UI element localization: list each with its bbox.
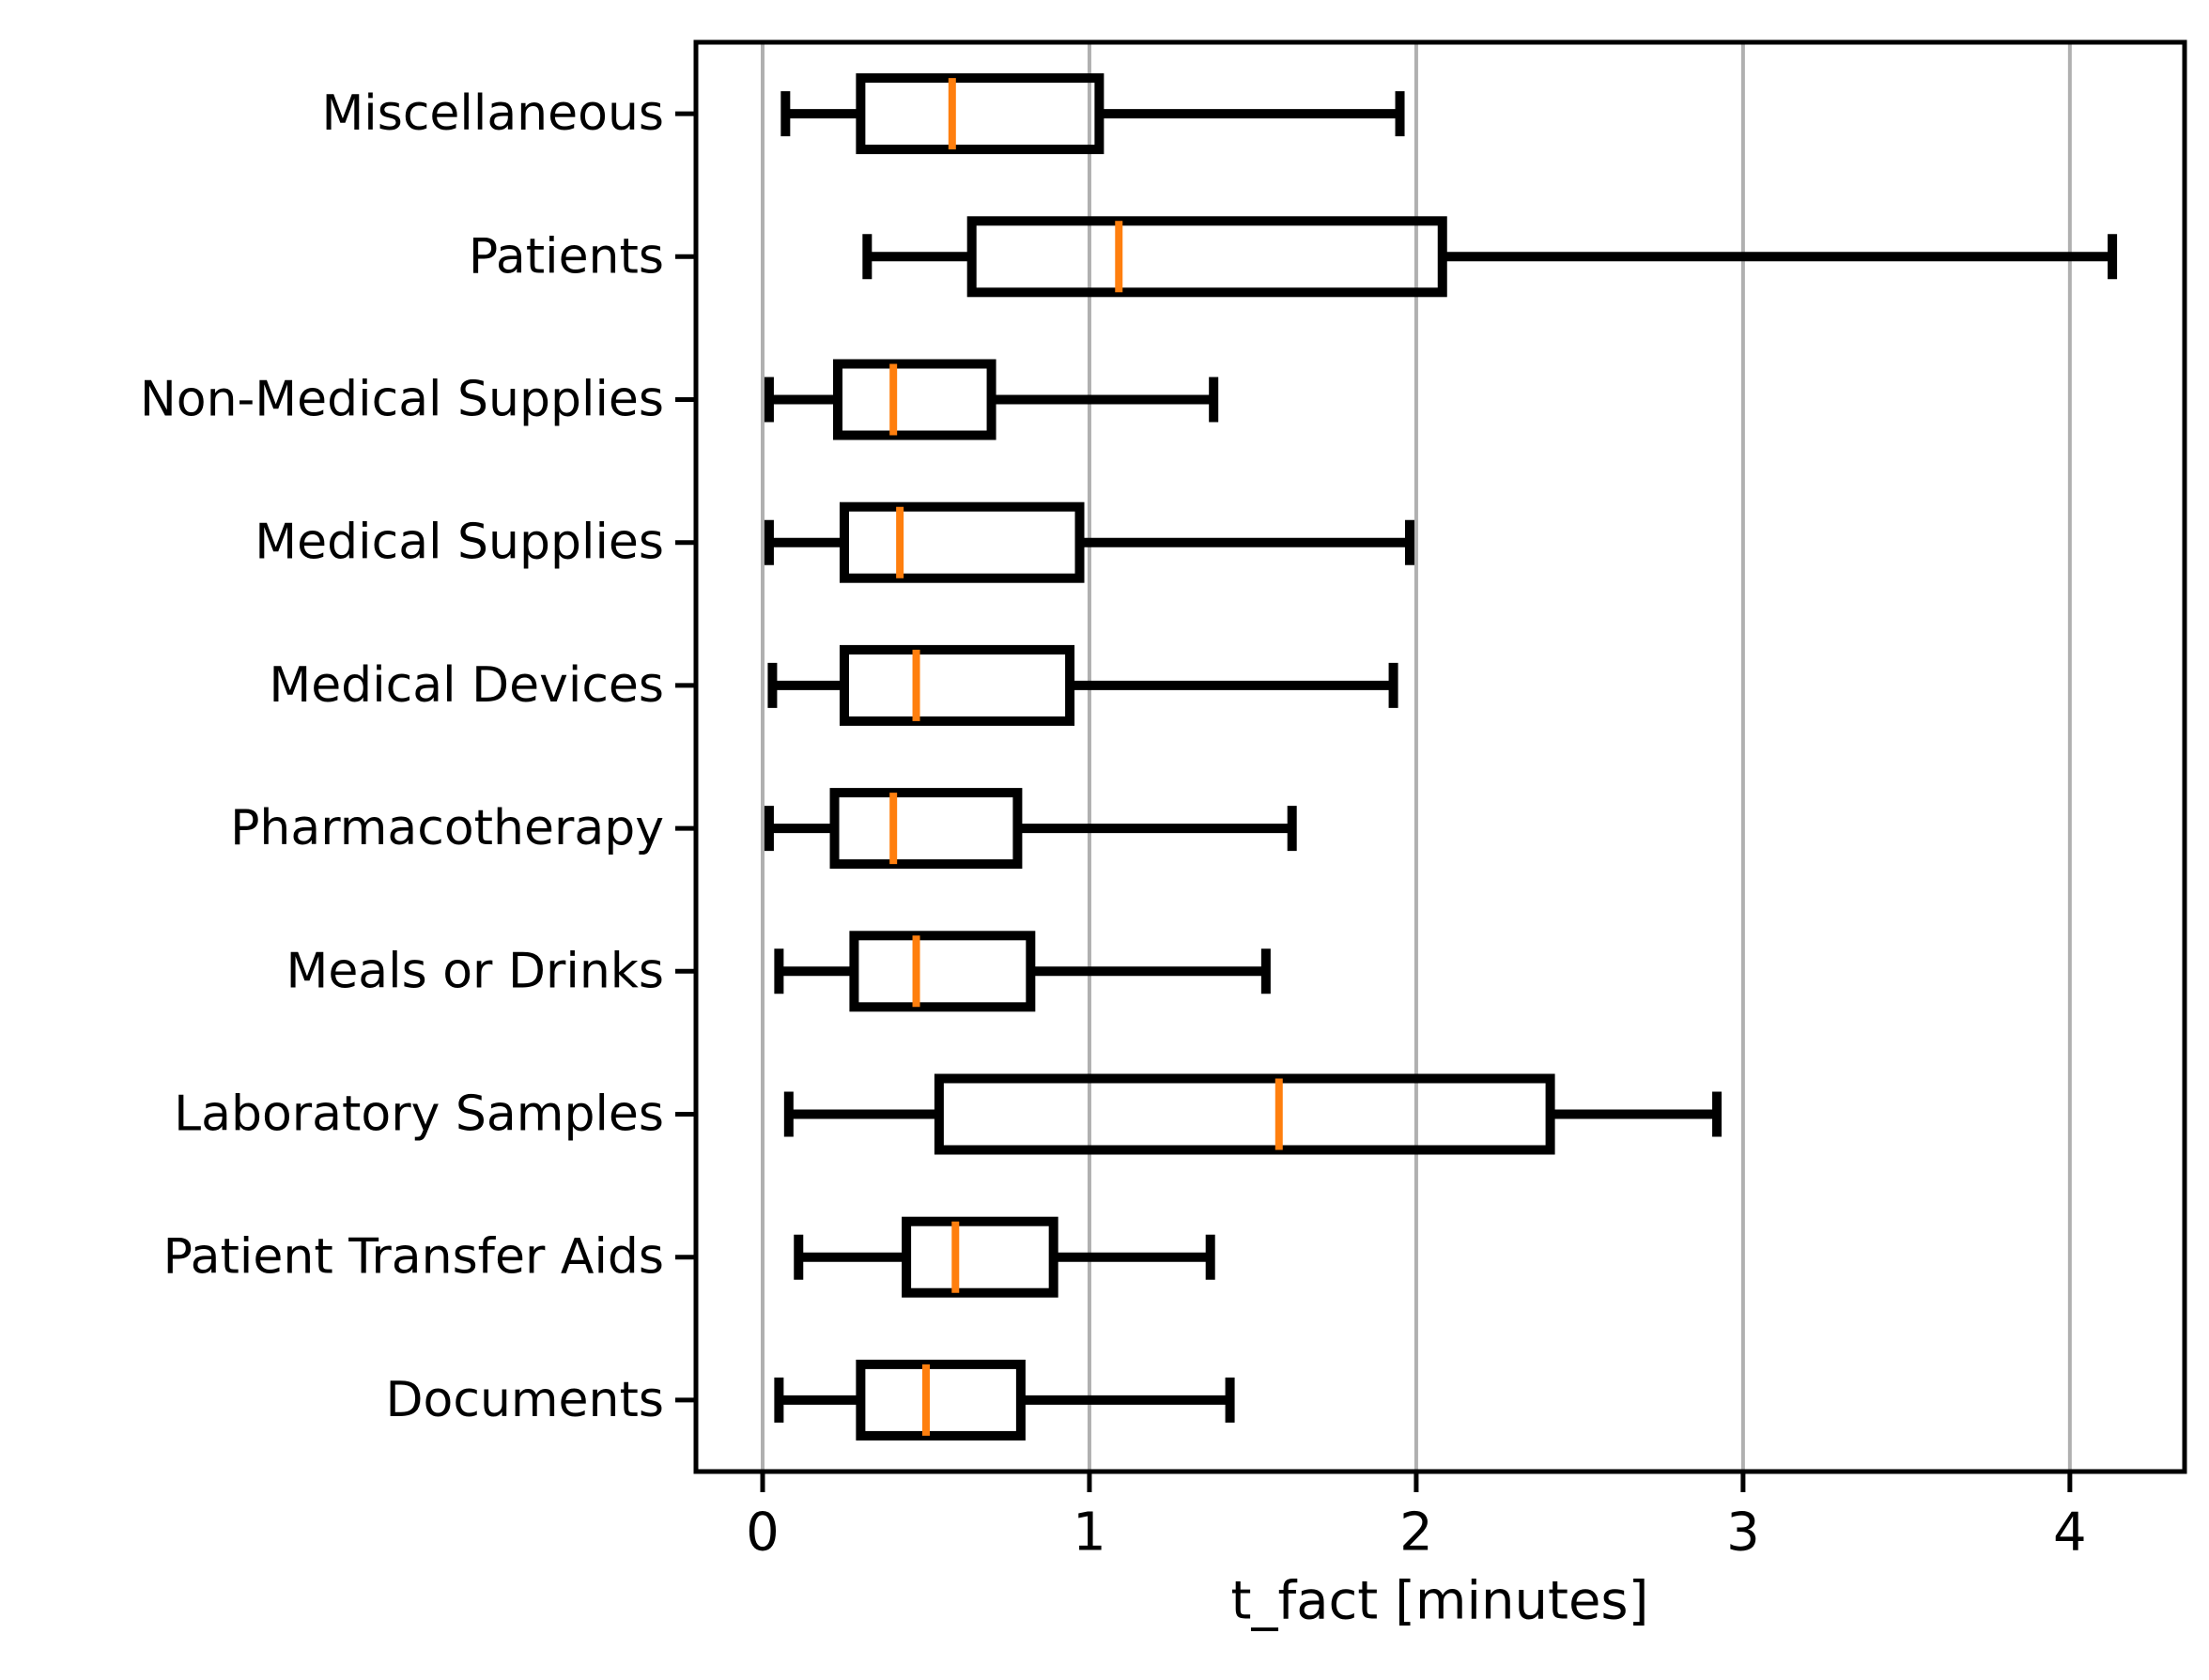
category-label: Pharmacotherapy: [230, 800, 664, 856]
iqr-box: [829, 788, 1023, 870]
box-layer: [764, 73, 2118, 1441]
iqr-box: [839, 501, 1085, 583]
iqr-box: [856, 73, 1104, 155]
category-label: Patient Transfer Aids: [163, 1229, 664, 1286]
axis-layer: Miscellaneous Patients Non-Medical Supplie…: [140, 39, 2187, 1564]
axes-frame: [693, 39, 2187, 1474]
category-label: Laboratory Samples: [174, 1087, 664, 1143]
box-row: [780, 73, 1405, 155]
x-tick-label: 4: [2053, 1503, 2087, 1564]
category-label: Patients: [469, 228, 664, 285]
box-row: [774, 931, 1271, 1012]
category-label: Miscellaneous: [321, 85, 664, 142]
grid-layer: [760, 42, 2072, 1472]
iqr-box: [833, 359, 996, 440]
category-label: Meals or Drinks: [286, 943, 664, 999]
x-axis-title: t_fact [minutes]: [1231, 1571, 1649, 1632]
category-label: Medical Supplies: [255, 515, 664, 571]
x-tick-label: 0: [746, 1503, 780, 1564]
iqr-box: [839, 644, 1075, 726]
x-tick-label: 3: [1726, 1503, 1760, 1564]
x-tick-label: 1: [1073, 1503, 1106, 1564]
box-row: [783, 1073, 1722, 1155]
iqr-box: [934, 1073, 1555, 1155]
box-row: [767, 644, 1398, 726]
category-label: Non-Medical Supplies: [140, 372, 664, 428]
box-row: [862, 216, 2118, 298]
box-row: [764, 788, 1297, 870]
iqr-box: [849, 931, 1036, 1012]
iqr-box: [856, 1359, 1026, 1441]
x-tick-label: 2: [1399, 1503, 1433, 1564]
box-row: [794, 1216, 1215, 1298]
iqr-box: [902, 1216, 1058, 1298]
box-row: [774, 1359, 1235, 1441]
box-row: [764, 501, 1414, 583]
category-label: Documents: [386, 1372, 665, 1428]
iqr-box: [966, 216, 1447, 298]
box-row: [764, 359, 1219, 440]
category-label: Medical Devices: [269, 657, 664, 714]
